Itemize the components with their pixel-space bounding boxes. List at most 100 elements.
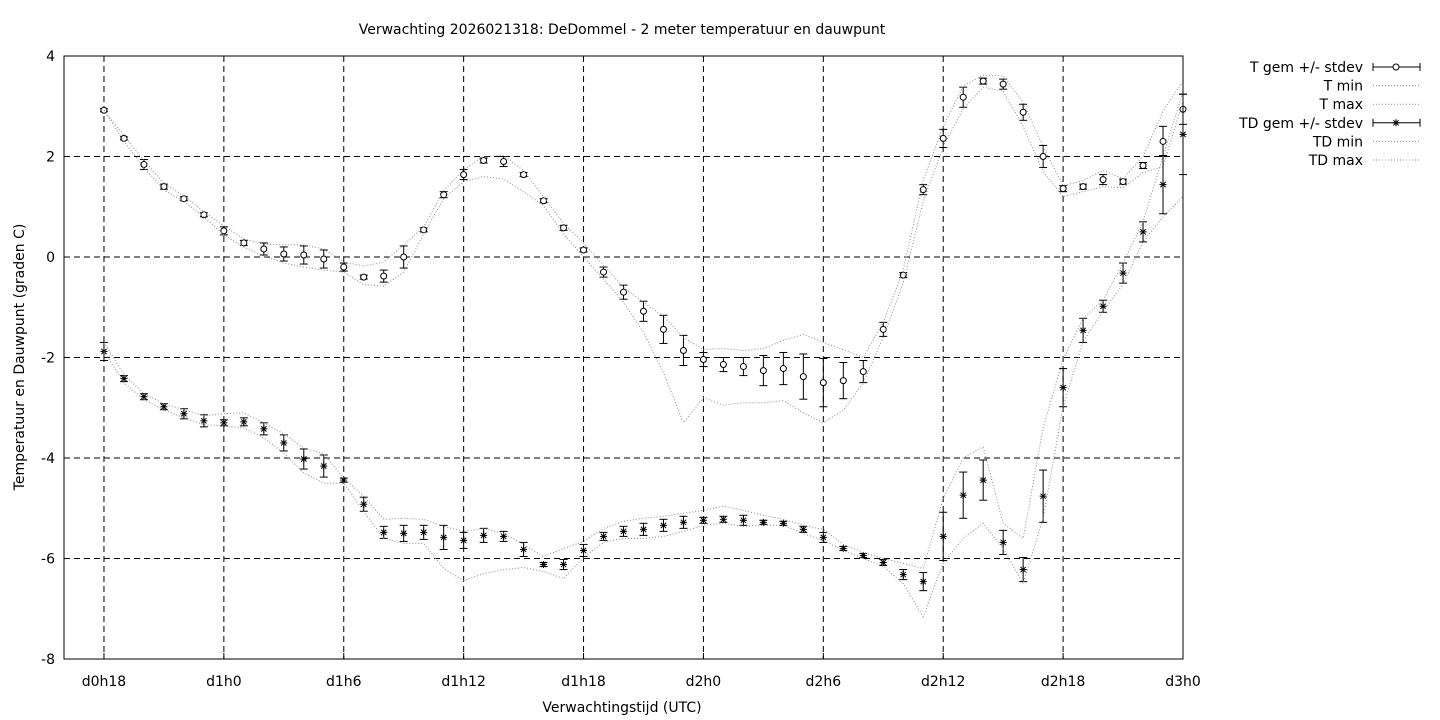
data-point (1079, 326, 1087, 334)
data-point (380, 272, 388, 280)
data-point (879, 559, 887, 567)
data-point (320, 255, 328, 263)
series-line-td-max (103, 91, 1184, 570)
data-point (1099, 302, 1107, 310)
data-point (859, 551, 867, 559)
data-point (819, 533, 827, 541)
data-point (899, 271, 907, 279)
x-tick-label: d0h18 (82, 674, 126, 690)
legend: T gem +/- stdev T min T max TD gem +/- stde… (1238, 60, 1421, 169)
data-point (1139, 228, 1147, 236)
data-point (460, 171, 468, 179)
data-point (719, 515, 727, 523)
data-point (1179, 130, 1187, 138)
legend-item-t-min: T min (1323, 79, 1420, 95)
data-point (240, 418, 248, 426)
data-point (1019, 566, 1027, 574)
data-point (1019, 108, 1027, 116)
data-point (1139, 162, 1147, 170)
legend-label: T max (1318, 97, 1363, 113)
legend-item-td-min: TD min (1312, 134, 1420, 150)
y-tick-label: 2 (46, 150, 55, 166)
data-point (120, 375, 128, 383)
data-point (300, 251, 308, 259)
data-point (859, 368, 867, 376)
data-point (540, 561, 548, 569)
grid (64, 56, 1184, 659)
y-axis-label: Temperatuur en Dauwpunt (graden C) (12, 224, 28, 492)
data-point (360, 500, 368, 508)
data-point (240, 239, 248, 247)
data-point (220, 419, 228, 427)
data-point (100, 347, 108, 355)
data-point (1039, 492, 1047, 500)
data-point (939, 134, 947, 142)
data-point (819, 379, 827, 387)
data-point (1079, 183, 1087, 191)
data-point (580, 246, 588, 254)
series-td-max (103, 91, 1184, 570)
data-point (220, 227, 228, 235)
legend-swatch (1372, 118, 1421, 127)
data-point (659, 521, 667, 529)
data-point (699, 516, 707, 524)
legend-label: TD max (1308, 153, 1363, 169)
legend-item-td-gem-stdev: TD gem +/- stdev (1238, 116, 1421, 132)
data-point (580, 546, 588, 554)
series-layer (99, 74, 1187, 618)
data-point (360, 273, 368, 281)
data-point (600, 532, 608, 540)
data-point (1119, 269, 1127, 277)
series-td-gem-stdev (99, 93, 1187, 592)
y-axis: -8 -6 -4 -2 0 2 4 (41, 49, 70, 668)
data-point (899, 571, 907, 579)
legend-label: T gem +/- stdev (1249, 60, 1363, 76)
data-point (460, 536, 468, 544)
x-axis: d0h18 d1h0 d1h6 d1h12 d1h18 d2h0 d2h6 d2h12 d2h1… (82, 653, 1201, 690)
data-point (959, 93, 967, 101)
data-point (779, 365, 787, 373)
data-point (839, 544, 847, 552)
data-point (480, 531, 488, 539)
data-point (540, 197, 548, 205)
data-point (600, 268, 608, 276)
data-point (939, 532, 947, 540)
data-point (200, 417, 208, 425)
x-tick-label: d2h18 (1041, 674, 1085, 690)
data-point (500, 158, 508, 166)
series-line-td-min (103, 196, 1184, 618)
data-point (979, 476, 987, 484)
x-tick-label: d1h6 (326, 674, 362, 690)
data-point (400, 529, 408, 537)
data-point (260, 245, 268, 253)
data-point (520, 545, 528, 553)
legend-item-td-max: TD max (1308, 153, 1420, 169)
x-tick-label: d2h0 (686, 674, 722, 690)
y-tick-label: -2 (41, 351, 55, 367)
data-point (839, 377, 847, 385)
data-point (999, 80, 1007, 88)
series-t-max (103, 74, 1184, 359)
data-point (799, 373, 807, 381)
data-point (280, 250, 288, 258)
data-point (919, 186, 927, 194)
data-point (799, 525, 807, 533)
data-point (420, 528, 428, 536)
data-point (320, 462, 328, 470)
y-tick-label: 4 (46, 49, 55, 65)
data-point (1059, 384, 1067, 392)
y-tick-label: 0 (46, 250, 55, 266)
data-point (759, 367, 767, 375)
data-point (1159, 181, 1167, 189)
x-tick-label: d1h12 (441, 674, 485, 690)
data-point (340, 263, 348, 271)
data-point (779, 519, 787, 527)
data-point (620, 527, 627, 535)
data-point (699, 356, 707, 364)
x-tick-label: d1h0 (206, 674, 242, 690)
series-line-t-max (103, 74, 1184, 359)
legend-item-t-max: T max (1318, 97, 1420, 113)
data-point (180, 410, 188, 418)
x-tick-label: d3h0 (1165, 674, 1201, 690)
